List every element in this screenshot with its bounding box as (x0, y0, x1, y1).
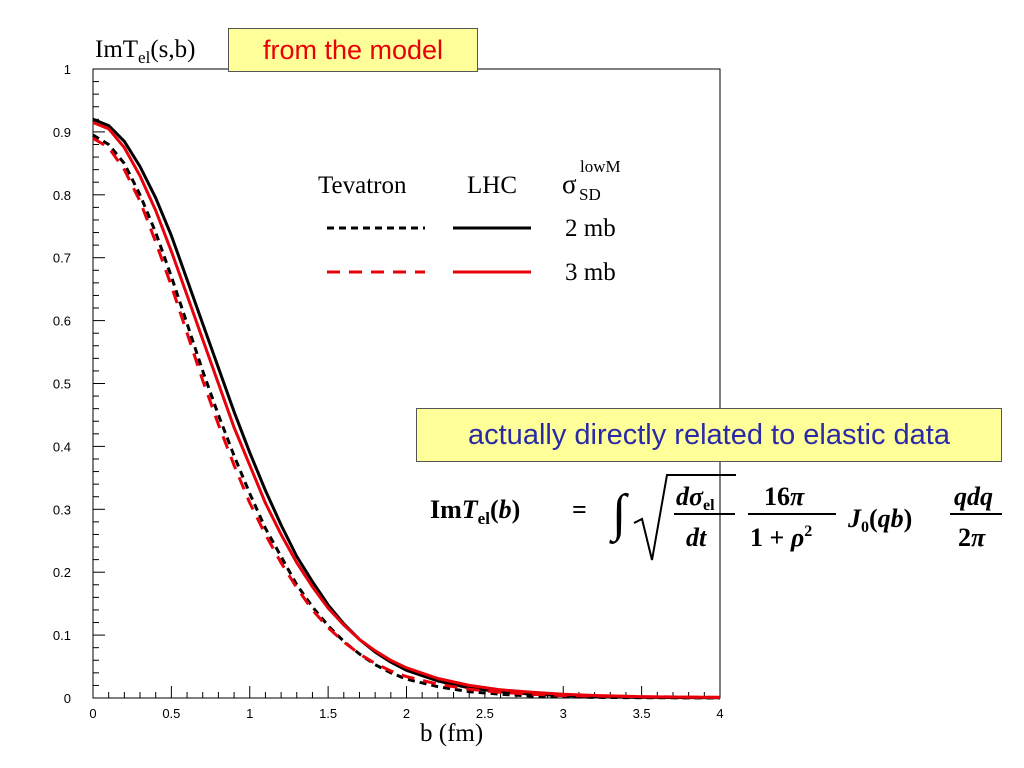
formula-one-plus-rho: 1 + ρ2 (750, 523, 812, 552)
x-tick-label: 3 (560, 706, 567, 721)
y-tick-label: 0.2 (53, 565, 71, 580)
plot-frame (92, 68, 721, 699)
curves (92, 117, 721, 700)
formula-qdq: qdq (954, 482, 993, 511)
y-tick-label: 0.3 (53, 502, 71, 517)
y-tick-label: 0.6 (53, 314, 71, 329)
x-tick-label: 1.5 (319, 706, 337, 721)
legend-header-tevatron: Tevatron (318, 172, 407, 199)
legend-label-2mb: 2 mb (565, 215, 616, 242)
x-tick-label: 3.5 (633, 706, 651, 721)
y-tick-label: 1 (64, 62, 71, 77)
y-tick-label: 0.4 (53, 439, 71, 454)
legend: Tevatron LHC σ lowM SD 2 mb 3 mb (318, 157, 621, 286)
y-tick-label: 0.9 (53, 125, 71, 140)
formula: ImTel(b) = ∫ dσel dt 16π 1 + ρ2 J0(qb) q… (430, 474, 1002, 561)
x-tick-label: 4 (716, 706, 723, 721)
formula-2pi: 2π (958, 523, 986, 552)
legend-header-sigma-sup: lowM (580, 157, 621, 176)
legend-header-lhc: LHC (467, 172, 517, 199)
legend-label-3mb: 3 mb (565, 259, 616, 286)
formula-dsigma: dσel (676, 482, 715, 514)
y-axis-title-main: ImT (95, 36, 138, 63)
legend-header-sigma-sub: SD (579, 185, 601, 204)
callout-elastic-data: actually directly related to elastic dat… (416, 408, 1002, 462)
formula-sqrt (633, 474, 736, 561)
formula-bessel: J0(qb) (847, 504, 912, 536)
x-tick-label: 2.5 (476, 706, 494, 721)
y-tick-label: 0.1 (53, 628, 71, 643)
y-tick-label: 0 (64, 691, 71, 706)
y-tick-label: 0.5 (53, 377, 71, 392)
x-tick-label: 0.5 (162, 706, 180, 721)
tick-labels: 0 0.5 1 1.5 2 2.5 3 3.5 4 0 0.1 0.2 0.3 0.4 0.5 0.6 0.7 0… (53, 62, 724, 721)
series-line-2 (92, 136, 721, 699)
formula-lhs: ImTel(b) (430, 495, 520, 528)
callout-from-model: from the model (228, 28, 478, 72)
y-axis-title: ImTel(s,b) (95, 36, 195, 67)
series-line-0 (92, 133, 721, 700)
x-tick-label: 0 (89, 706, 96, 721)
formula-integral: ∫ (609, 485, 629, 544)
formula-dt: dt (686, 523, 707, 552)
series-line-3 (92, 121, 721, 699)
x-tick-label: 1 (246, 706, 253, 721)
y-axis-title-sub: el (138, 48, 151, 67)
y-tick-label: 0.7 (53, 251, 71, 266)
axis-ticks (92, 68, 721, 699)
x-axis-title: b (fm) (420, 720, 483, 747)
legend-header-sigma: σ (562, 169, 577, 199)
y-tick-label: 0.8 (53, 188, 71, 203)
formula-equals: = (572, 495, 587, 524)
y-axis-title-tail: (s,b) (150, 36, 195, 63)
formula-16pi: 16π (764, 482, 805, 511)
x-tick-label: 2 (403, 706, 410, 721)
